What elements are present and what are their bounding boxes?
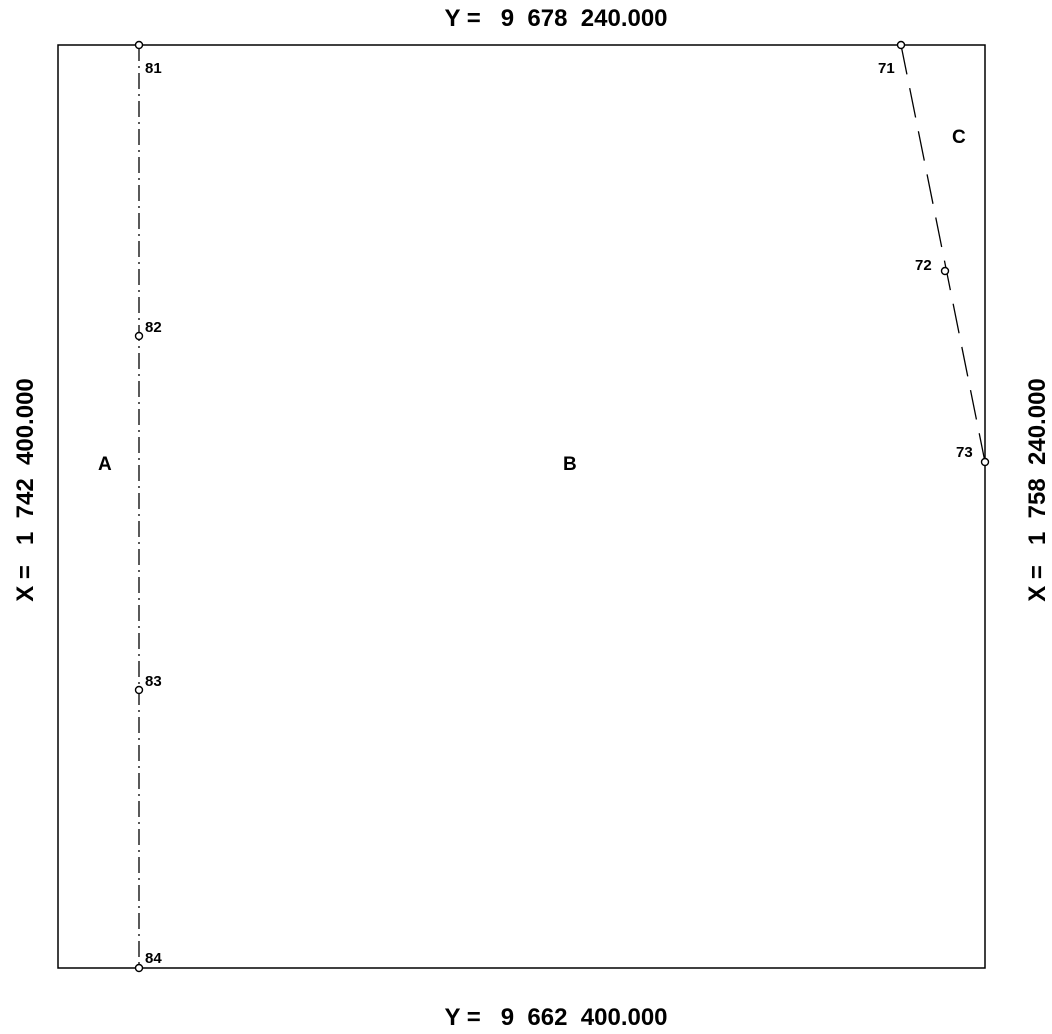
coord-bottom: Y = 9 662 400.000 [444, 1004, 667, 1031]
line-71-73 [900, 44, 986, 463]
point-81-label: 81 [145, 60, 162, 77]
point-84-label: 84 [145, 950, 162, 967]
zone-c-label: C [952, 127, 966, 148]
point-73-label: 73 [956, 444, 973, 461]
point-82-label: 82 [145, 319, 162, 336]
zone-a-label: A [98, 454, 112, 475]
point-72-label: 72 [915, 257, 932, 274]
zone-b-label: B [563, 454, 577, 475]
point-83-marker [134, 685, 144, 695]
point-83-label: 83 [145, 673, 162, 690]
coord-left: X = 1 742 400.000 [12, 378, 39, 602]
point-71-marker [896, 40, 906, 50]
point-71-label: 71 [878, 60, 895, 77]
point-82-marker [134, 331, 144, 341]
coord-top: Y = 9 678 240.000 [444, 5, 667, 32]
point-81-marker [134, 40, 144, 50]
boundary-frame [57, 44, 986, 969]
point-84-marker [134, 963, 144, 973]
point-72-marker [940, 266, 950, 276]
point-73-marker [980, 457, 990, 467]
coord-right: X = 1 758 240.000 [1024, 378, 1051, 602]
